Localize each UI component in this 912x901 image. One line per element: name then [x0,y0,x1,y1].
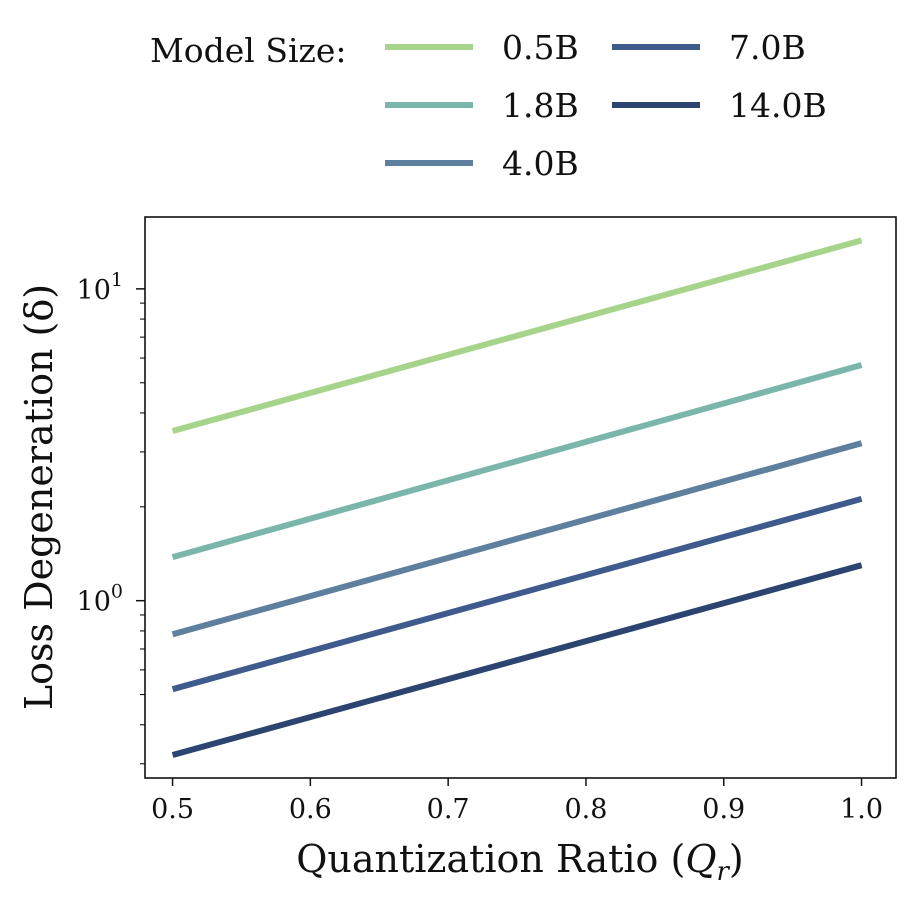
legend-label-4-0b: 4.0B [502,144,579,183]
series-line-4-0b [171,440,863,638]
x-axis-title: Quantization Ratio (Qr) [296,837,743,887]
legend-label-14-0b: 14.0B [729,86,827,125]
legend: Model Size: 0.5B 1.8B 4.0B 7.0B 14.0B [150,28,827,183]
series-line-1-8b [171,362,863,560]
x-tick-label: 0.9 [702,794,745,825]
x-tick-label: 0.5 [151,794,194,825]
legend-label-1-8b: 1.8B [502,86,579,125]
legend-title: Model Size: [150,31,347,70]
y-tick-label: 101 [77,269,123,306]
x-tick-label: 0.7 [427,794,470,825]
y-tick-label: 100 [77,581,123,618]
x-tick-label: 0.6 [289,794,332,825]
series-line-7-0b [171,496,863,693]
y-axis-title: Loss Degeneration (δ) [17,284,61,710]
plot-area: 0.5 0.6 0.7 0.8 0.9 1.0 100 101 [77,216,897,825]
x-tick-label: 1.0 [840,794,883,825]
plot-frame [144,216,897,779]
series-line-0-5b [171,237,863,434]
legend-label-7-0b: 7.0B [729,28,806,67]
series-line-14-0b [171,562,863,758]
legend-label-0-5b: 0.5B [502,28,579,67]
x-tick-label: 0.8 [564,794,607,825]
